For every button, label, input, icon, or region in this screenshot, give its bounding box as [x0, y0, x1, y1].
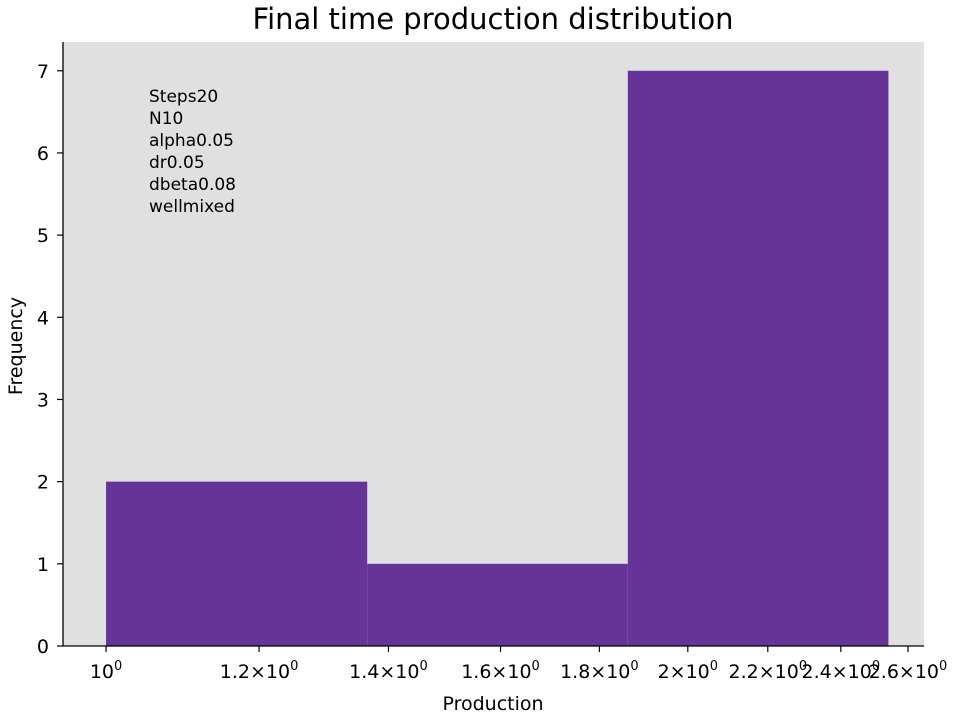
bars-layer [106, 70, 889, 646]
y-tick-label: 0 [37, 636, 49, 658]
annotation-line: alpha0.05 [149, 131, 234, 151]
y-tick-label: 3 [37, 389, 49, 411]
annotation-line: Steps20 [149, 87, 218, 107]
annotation-line: wellmixed [149, 197, 235, 217]
annotation-line: dr0.05 [149, 153, 205, 173]
histogram-bar-1 [106, 481, 368, 646]
y-tick-label: 6 [37, 143, 49, 165]
histogram-bar-3 [627, 70, 889, 646]
annotation-box: Steps20N10alpha0.05dr0.05dbeta0.08wellmi… [149, 87, 236, 217]
chart-title: Final time production distribution [253, 2, 734, 36]
x-tick-label: 2.6×100 [869, 659, 948, 683]
y-tick-label: 7 [37, 61, 49, 83]
y-tick-label: 4 [37, 307, 49, 329]
x-tick-label: 1.6×100 [461, 659, 540, 683]
y-ticks-layer: 0 1 2 3 4 5 6 7 [37, 61, 63, 658]
x-tick-label: 2.4×100 [802, 659, 881, 683]
y-axis-label: Frequency [5, 297, 27, 395]
x-tick-label: 1.8×100 [560, 659, 639, 683]
x-ticks-layer: 100 1.2×100 1.4×100 1.6×100 1.8×100 2×100 2.2×… [90, 646, 948, 683]
x-tick-label: 2.2×100 [728, 659, 807, 683]
y-tick-label: 5 [37, 225, 49, 247]
x-tick-label: 2×100 [658, 659, 718, 683]
x-tick-label: 1.4×100 [349, 659, 428, 683]
x-axis-label: Production [442, 693, 543, 715]
annotation-line: N10 [149, 109, 183, 129]
y-tick-label: 2 [37, 472, 49, 494]
x-tick-label: 100 [90, 659, 122, 683]
histogram-bar-2 [367, 563, 628, 646]
x-tick-label: 1.2×100 [220, 659, 299, 683]
y-tick-label: 1 [37, 554, 49, 576]
annotation-line: dbeta0.08 [149, 175, 236, 195]
